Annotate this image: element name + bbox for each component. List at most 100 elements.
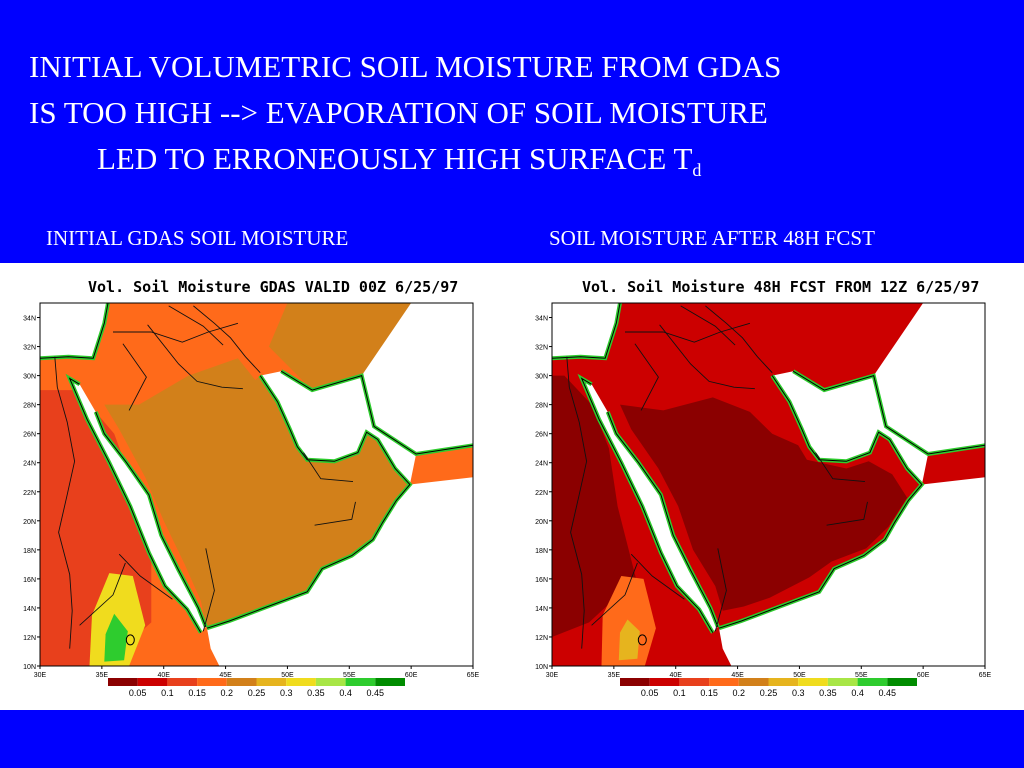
lake-tana (637, 634, 647, 646)
coastline (607, 411, 719, 627)
colorbar-label: 0.35 (819, 688, 837, 698)
soil-moisture-map-forecast: 34N32N30N28N26N24N22N20N18N16N14N12N10N3… (535, 302, 992, 698)
y-tick-label: 24N (535, 461, 548, 468)
border-line (54, 356, 76, 649)
border-line (113, 322, 239, 343)
colorbar-label: 0.2 (733, 688, 746, 698)
colorbar-label: 0.3 (280, 688, 293, 698)
coastline (206, 375, 411, 629)
colorbar-swatch (315, 678, 346, 686)
y-tick-label: 26N (535, 432, 548, 439)
map-frame (551, 302, 986, 667)
border-line (634, 343, 659, 411)
border-line (659, 324, 755, 390)
title-line-3-text: LED TO ERRONEOUSLY HIGH SURFACE T (97, 141, 693, 176)
colorbar-label: 0.4 (851, 688, 864, 698)
border-line (705, 305, 773, 374)
colorbar-label: 0.3 (792, 688, 805, 698)
x-tick-label: 60E (405, 672, 418, 679)
sea-area (719, 477, 985, 666)
y-tick-label: 26N (23, 432, 36, 439)
border-line (815, 452, 866, 483)
y-tick-label: 32N (23, 345, 36, 352)
title-subscript: d (692, 160, 702, 181)
colorbar-label: 0.1 (673, 688, 686, 698)
colorbar-swatch (857, 678, 888, 686)
moisture-region (104, 358, 410, 629)
colorbar-swatch (620, 678, 650, 686)
colorbar-label: 0.25 (760, 688, 778, 698)
coastline (280, 370, 473, 455)
y-tick-label: 22N (23, 490, 36, 497)
colorbar-swatch (649, 678, 680, 686)
title-line-1: INITIAL VOLUMETRIC SOIL MOISTURE FROM GD… (29, 49, 782, 84)
map-body (40, 303, 473, 666)
sea-area (69, 378, 206, 633)
y-tick-label: 16N (535, 577, 548, 584)
y-tick-label: 22N (535, 490, 548, 497)
border-line (193, 305, 261, 374)
border-line (566, 356, 588, 649)
y-tick-label: 14N (535, 606, 548, 613)
sea-area (552, 303, 620, 359)
x-tick-label: 50E (793, 672, 806, 679)
y-tick-label: 28N (23, 403, 36, 410)
colorbar-label: 0.35 (307, 688, 325, 698)
y-tick-label: 10N (23, 664, 36, 671)
x-tick-label: 50E (281, 672, 294, 679)
colorbar-swatch (798, 678, 828, 686)
sea-area (207, 477, 473, 666)
colorbar-swatch (375, 678, 405, 686)
y-tick-label: 20N (23, 519, 36, 526)
colorbar-swatch (167, 678, 198, 686)
x-tick-label: 40E (669, 672, 682, 679)
border-line (79, 562, 126, 626)
border-line (147, 324, 243, 390)
coastline (718, 375, 923, 629)
border-line (314, 501, 356, 526)
colorbar-swatch (137, 678, 168, 686)
x-tick-label: 30E (546, 672, 559, 679)
colorbar-label: 0.15 (188, 688, 206, 698)
colorbar-swatch (738, 678, 769, 686)
map-frame (39, 302, 474, 667)
x-tick-label: 45E (219, 672, 232, 679)
moisture-region (104, 613, 128, 662)
colorbar-label: 0.2 (221, 688, 234, 698)
y-tick-label: 20N (535, 519, 548, 526)
y-tick-label: 34N (23, 316, 36, 323)
y-tick-label: 24N (23, 461, 36, 468)
coastline (95, 411, 207, 627)
colorbar-swatch (345, 678, 376, 686)
colorbar-swatch (679, 678, 710, 686)
x-tick-label: 60E (917, 672, 930, 679)
colorbar-swatch (768, 678, 799, 686)
y-tick-label: 10N (535, 664, 548, 671)
colorbar-swatch (286, 678, 316, 686)
y-tick-label: 28N (535, 403, 548, 410)
colorbar-label: 0.45 (367, 688, 385, 698)
y-tick-label: 12N (23, 635, 36, 642)
border-line (591, 562, 638, 626)
colorbar-swatch (108, 678, 138, 686)
colorbar-label: 0.45 (879, 688, 897, 698)
colorbar-swatch (887, 678, 917, 686)
border-line (680, 305, 736, 346)
colorbar-swatch (827, 678, 858, 686)
border-line (826, 501, 868, 526)
colorbar-label: 0.05 (641, 688, 659, 698)
y-tick-label: 18N (23, 548, 36, 555)
border-line (122, 343, 147, 411)
y-tick-label: 16N (23, 577, 36, 584)
x-tick-label: 35E (608, 672, 621, 679)
coastline (792, 370, 985, 455)
coastline (40, 303, 109, 359)
y-tick-label: 32N (535, 345, 548, 352)
colorbar-label: 0.1 (161, 688, 174, 698)
right-panel-heading: SOIL MOISTURE AFTER 48H FCST (549, 226, 875, 250)
border-line (303, 452, 354, 483)
title-line-2: IS TOO HIGH --> EVAPORATION OF SOIL MOIS… (29, 95, 768, 130)
x-tick-label: 45E (731, 672, 744, 679)
coastline (552, 303, 621, 359)
map-body (552, 303, 985, 666)
